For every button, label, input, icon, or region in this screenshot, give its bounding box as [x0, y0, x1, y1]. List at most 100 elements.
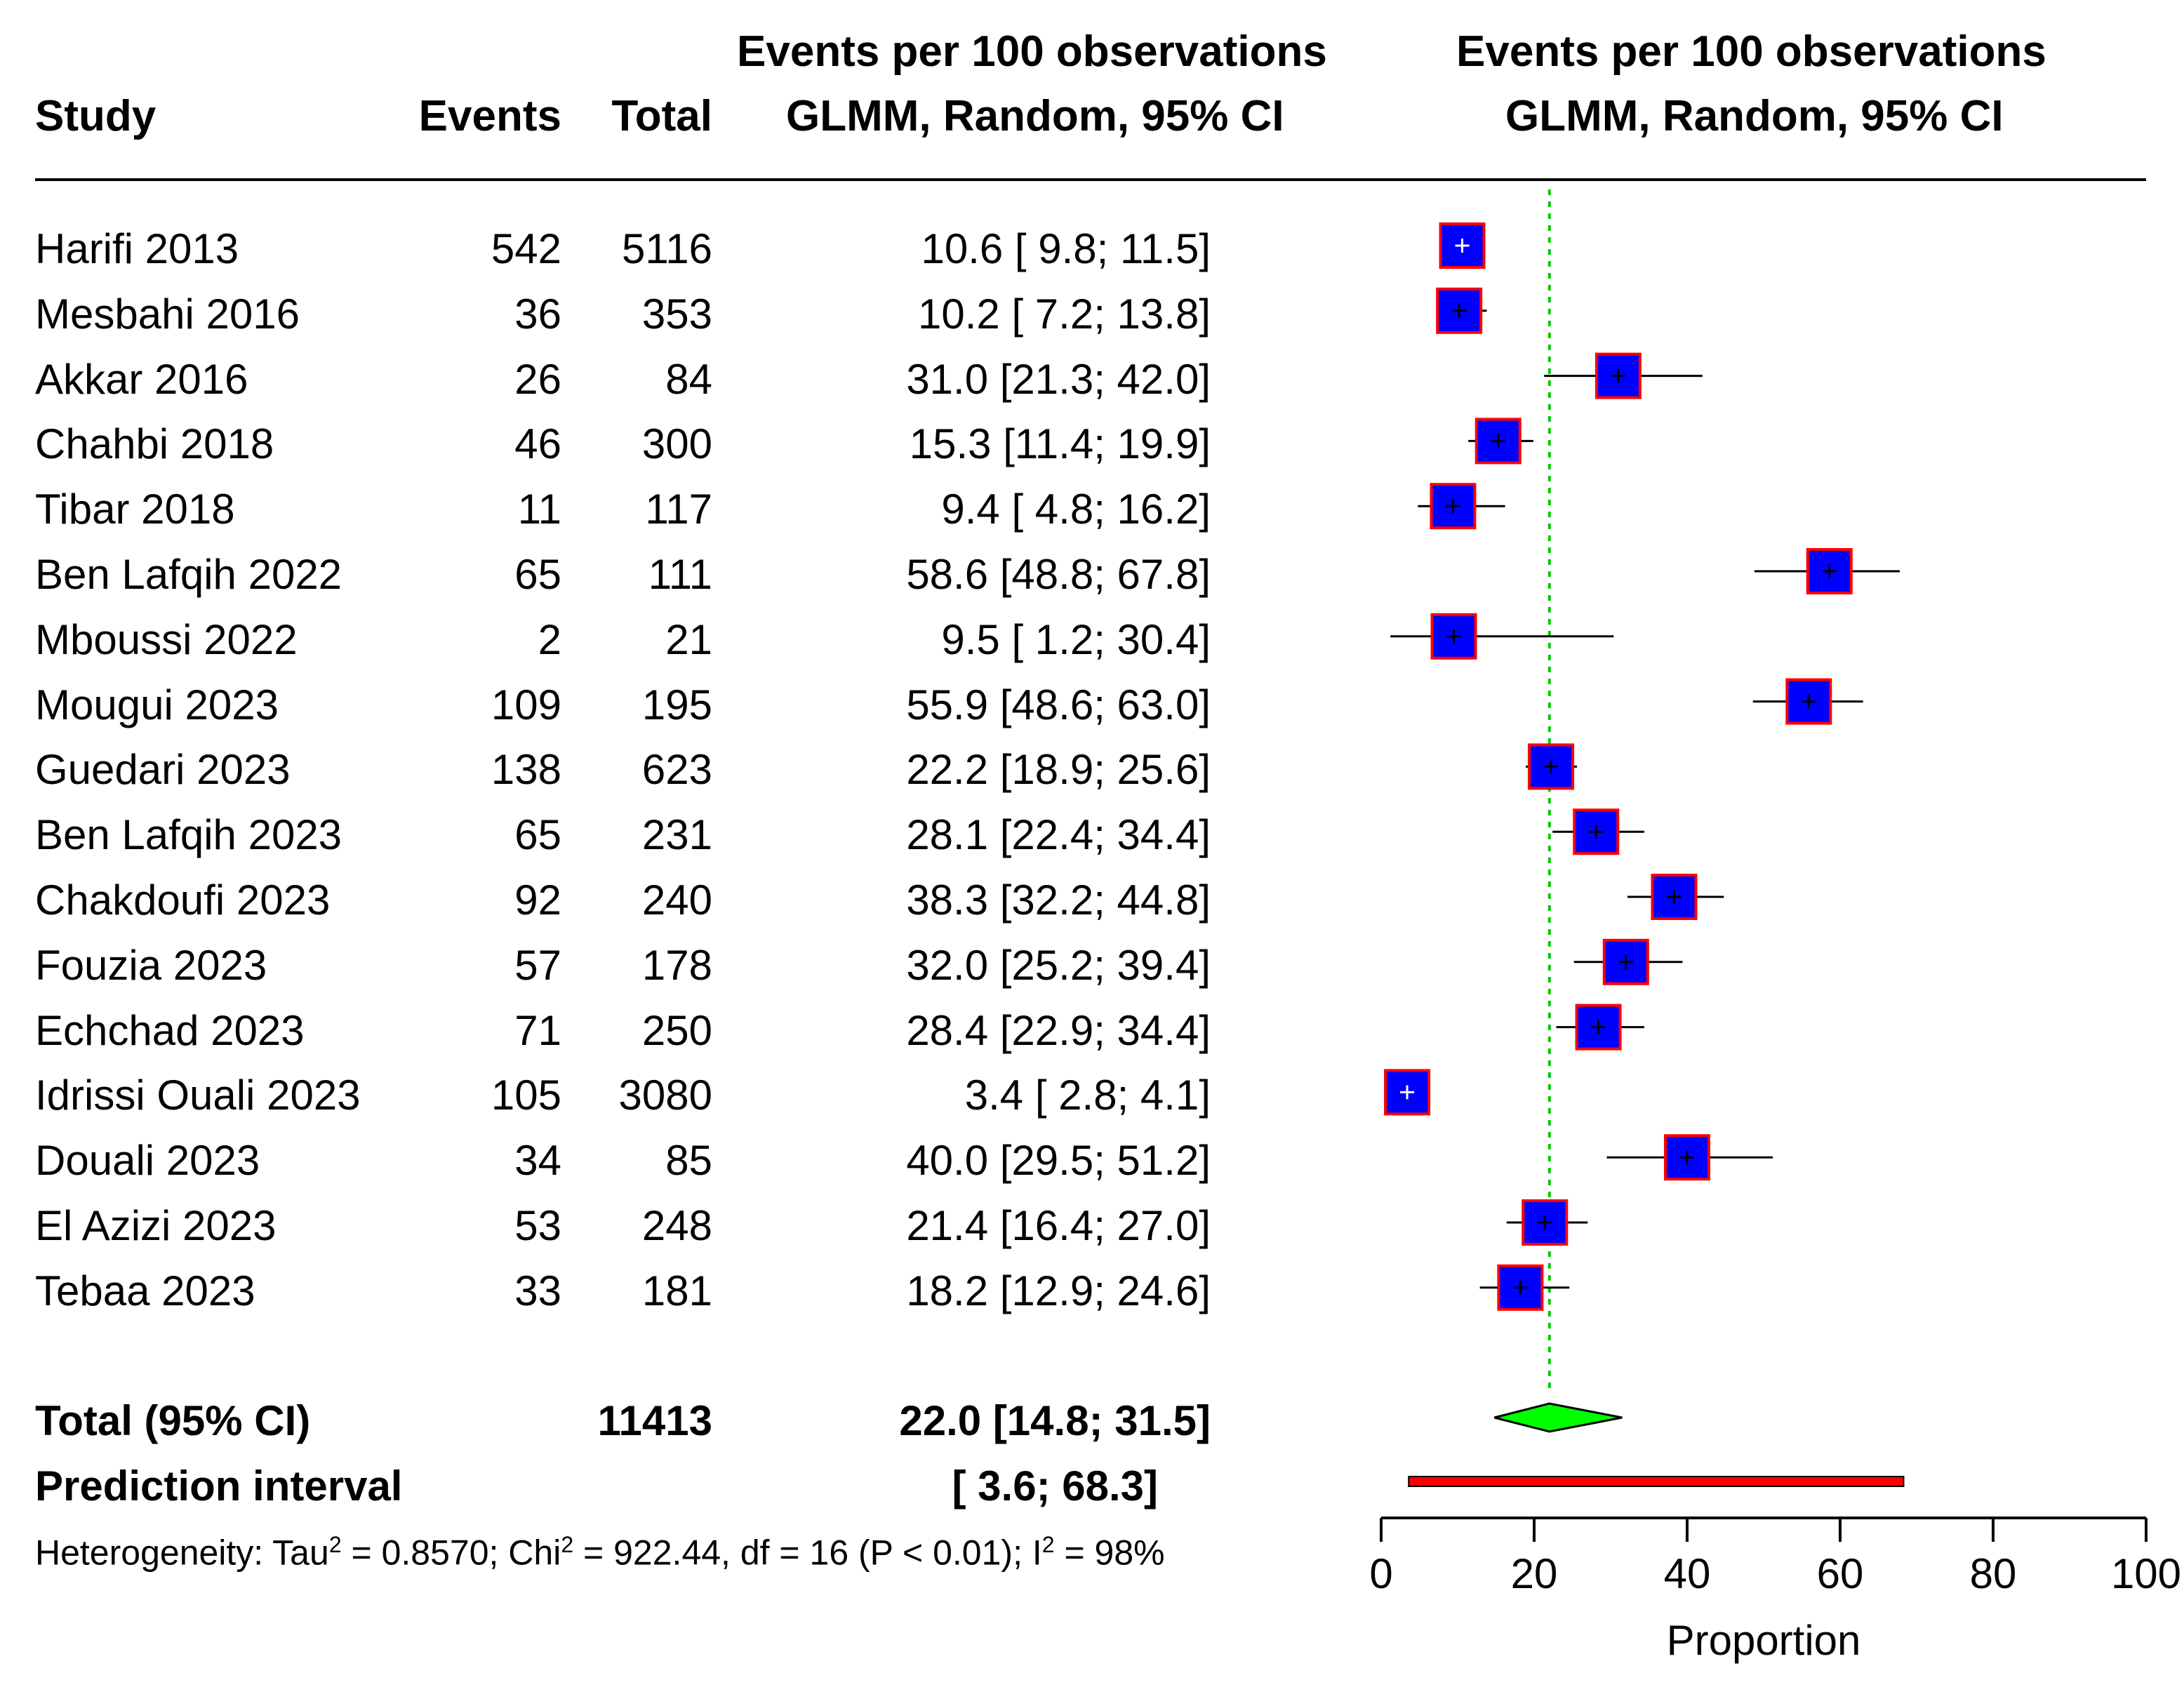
study-total: 623 — [641, 746, 712, 794]
het-tau-val: = 0.8570; Chi — [341, 1533, 561, 1573]
header-events: Events — [418, 92, 561, 140]
study-events: 36 — [514, 290, 561, 338]
study-name: Mboussi 2022 — [35, 615, 298, 663]
study-events: 46 — [514, 420, 561, 468]
x-tick-label: 100 — [2111, 1550, 2181, 1597]
study-ci-text: 55.9 [48.6; 63.0] — [906, 681, 1211, 728]
study-total: 231 — [641, 811, 712, 859]
het-chi-val: = 922.44, df = 16 (P < 0.01); I — [573, 1533, 1042, 1573]
study-ci-text: 22.2 [18.9; 25.6] — [906, 746, 1211, 794]
study-total: 248 — [641, 1202, 712, 1249]
study-total: 240 — [641, 877, 712, 924]
study-name: Echchad 2023 — [35, 1006, 305, 1054]
study-events: 92 — [514, 877, 561, 924]
effect-square — [1664, 1134, 1710, 1181]
study-ci-text: 3.4 [ 2.8; 4.1] — [964, 1072, 1211, 1119]
study-total: 84 — [665, 355, 712, 403]
study-name: Douali 2023 — [35, 1137, 260, 1185]
study-name: Akkar 2016 — [35, 355, 248, 403]
study-ci-text: 18.2 [12.9; 24.6] — [906, 1267, 1211, 1314]
study-name: Ben Lafqih 2022 — [35, 551, 342, 598]
study-ci-text: 38.3 [32.2; 44.8] — [906, 877, 1211, 924]
study-total: 117 — [645, 486, 712, 533]
study-ci-text: 9.4 [ 4.8; 16.2] — [941, 486, 1211, 533]
study-ci-text: 10.6 [ 9.8; 11.5] — [921, 225, 1211, 272]
study-name: Chahbi 2018 — [35, 420, 274, 468]
study-ci-text: 9.5 [ 1.2; 30.4] — [941, 615, 1211, 663]
het-i-sup: 2 — [1041, 1532, 1055, 1557]
x-tick-label: 20 — [1511, 1550, 1558, 1597]
x-axis-label: Proportion — [1667, 1617, 1861, 1664]
study-name: Mougui 2023 — [35, 681, 279, 728]
study-total: 300 — [641, 420, 712, 468]
het-tau-sup: 2 — [328, 1532, 342, 1557]
study-name: Guedari 2023 — [35, 746, 291, 794]
total-label: Total (95% CI) — [35, 1397, 311, 1444]
study-name: Tibar 2018 — [35, 486, 235, 533]
study-total: 195 — [641, 681, 712, 728]
study-total: 250 — [641, 1006, 712, 1054]
study-name: Harifi 2013 — [35, 225, 239, 272]
study-name: Tebaa 2023 — [35, 1267, 255, 1314]
study-total: 3080 — [618, 1072, 712, 1119]
study-total: 178 — [641, 941, 712, 989]
x-tick-label: 80 — [1970, 1550, 2017, 1597]
study-events: 71 — [514, 1006, 561, 1054]
study-name: Mesbahi 2016 — [35, 290, 300, 338]
study-total: 353 — [641, 290, 712, 338]
study-ci-text: 32.0 [25.2; 39.4] — [906, 941, 1211, 989]
study-ci-text: 10.2 [ 7.2; 13.8] — [918, 290, 1211, 338]
study-events: 53 — [514, 1202, 561, 1249]
total-total: 11413 — [597, 1397, 712, 1444]
study-events: 542 — [491, 225, 561, 272]
study-ci-text: 28.4 [22.9; 34.4] — [906, 1006, 1211, 1054]
effect-square — [1527, 743, 1574, 790]
study-events: 65 — [514, 551, 561, 598]
study-ci-text: 15.3 [11.4; 19.9] — [909, 420, 1211, 468]
effect-square — [1430, 613, 1477, 660]
x-tick-label: 0 — [1369, 1550, 1392, 1597]
prediction-ci: [ 3.6; 68.3] — [952, 1462, 1158, 1510]
header-effect-line2: GLMM, Random, 95% CI — [786, 92, 1284, 140]
total-ci: 22.0 [14.8; 31.5] — [899, 1397, 1211, 1444]
study-name: Fouzia 2023 — [35, 941, 267, 989]
study-events: 57 — [514, 941, 561, 989]
study-ci-text: 31.0 [21.3; 42.0] — [906, 355, 1211, 403]
study-total: 21 — [665, 615, 712, 663]
prediction-interval-bar — [1408, 1476, 1905, 1487]
study-ci-text: 40.0 [29.5; 51.2] — [906, 1137, 1211, 1185]
study-events: 11 — [517, 486, 561, 533]
study-events: 33 — [514, 1267, 561, 1314]
study-events: 26 — [514, 355, 561, 403]
study-name: Chakdoufi 2023 — [35, 877, 331, 924]
study-ci-text: 58.6 [48.8; 67.8] — [906, 551, 1211, 598]
study-events: 34 — [514, 1137, 561, 1185]
study-name: El Azizi 2023 — [35, 1202, 277, 1249]
header-study: Study — [35, 92, 157, 140]
effect-square — [1384, 1069, 1431, 1116]
study-events: 2 — [538, 615, 561, 663]
header-effect-line1: Events per 100 observations — [737, 27, 1327, 76]
het-i-val: = 98% — [1054, 1533, 1165, 1573]
prediction-label: Prediction interval — [35, 1462, 403, 1510]
study-total: 111 — [648, 551, 712, 598]
x-tick-label: 40 — [1664, 1550, 1711, 1597]
x-tick-label: 60 — [1817, 1550, 1864, 1597]
header-total: Total — [611, 92, 713, 140]
study-events: 138 — [491, 746, 561, 794]
study-total: 85 — [665, 1137, 712, 1185]
study-name: Ben Lafqih 2023 — [35, 811, 342, 859]
pooled-diamond — [1493, 1402, 1623, 1433]
study-ci-text: 21.4 [16.4; 27.0] — [906, 1202, 1211, 1249]
study-events: 105 — [491, 1072, 561, 1119]
study-total: 181 — [641, 1267, 712, 1314]
study-ci-text: 28.1 [22.4; 34.4] — [906, 811, 1211, 859]
header-plot-line2: GLMM, Random, 95% CI — [1505, 92, 2004, 140]
study-events: 109 — [491, 681, 561, 728]
study-total: 5116 — [621, 225, 712, 272]
het-prefix: Heterogeneity: Tau — [35, 1533, 329, 1573]
heterogeneity-text: Heterogeneity: Tau2 = 0.8570; Chi2 = 922… — [35, 1532, 1165, 1573]
study-name: Idrissi Ouali 2023 — [35, 1072, 361, 1119]
study-events: 65 — [514, 811, 561, 859]
